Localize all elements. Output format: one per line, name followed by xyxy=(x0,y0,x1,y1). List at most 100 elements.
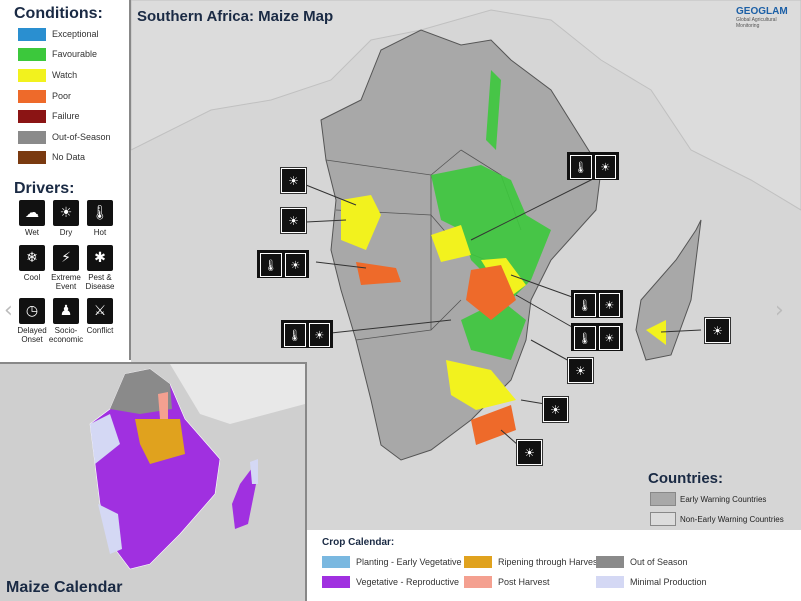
dry-icon[interactable]: ☀ xyxy=(281,168,306,193)
dry-icon: ☀ xyxy=(598,293,620,317)
driver-socio-economic: ♟ Socio-economic xyxy=(46,298,86,344)
condition-label: Watch xyxy=(52,70,78,80)
out-of-season-swatch xyxy=(596,556,624,568)
inset-non-ew-land xyxy=(0,364,305,424)
countries-legend: Countries: Early Warning Countries Non-E… xyxy=(645,470,801,530)
poor-area xyxy=(356,262,401,285)
favourable-area xyxy=(461,300,526,360)
driver-hot: 🌡 Hot xyxy=(80,200,120,237)
clock-icon: ◷ xyxy=(19,298,45,324)
logo-subtext: Global Agricultural Monitoring xyxy=(736,17,777,29)
ripening-region xyxy=(135,419,185,464)
condition-label: No Data xyxy=(52,152,86,162)
crop-out-of-season: Out of Season xyxy=(596,556,688,568)
map-canvas xyxy=(131,0,801,461)
crop-vegetative: Vegetative - Reproductive xyxy=(322,576,459,588)
people-icon: ♟ xyxy=(53,298,79,324)
early-warning-row: Early Warning Countries xyxy=(650,492,766,506)
watch-area xyxy=(446,360,516,410)
dry-icon[interactable]: ☀ xyxy=(517,440,542,465)
driver-delayed-onset: ◷ Delayed Onset xyxy=(12,298,52,344)
poor-swatch xyxy=(18,89,46,103)
dry-icon: ☀ xyxy=(598,326,620,350)
conflict-icon: ⚔ xyxy=(87,298,113,324)
watch-area xyxy=(341,195,381,250)
condition-favourable: Favourable xyxy=(18,47,97,61)
crop-calendar-title: Crop Calendar: xyxy=(322,537,395,548)
countries-label: Non-Early Warning Countries xyxy=(680,514,784,524)
dry-ground-icon: ☀ xyxy=(53,200,79,226)
geoglam-logo: GEOGLAM Global Agricultural Monitoring xyxy=(736,6,796,30)
minimal-production-region xyxy=(90,414,120,464)
hot-dry-badge[interactable]: 🌡 ☀ xyxy=(567,152,619,180)
watch-swatch xyxy=(18,68,46,82)
early-warning-swatch xyxy=(650,492,676,506)
hot-dry-badge[interactable]: 🌡 ☀ xyxy=(281,320,333,348)
minimal-production-swatch xyxy=(596,576,624,588)
thermometer-icon: 🌡 xyxy=(574,293,596,317)
ripening-swatch xyxy=(464,556,492,568)
condition-failure: Failure xyxy=(18,109,80,123)
crop-planting: Planting - Early Vegetative xyxy=(322,556,462,568)
map-title: Southern Africa: Maize Map xyxy=(137,8,334,25)
non-early-warning-row: Non-Early Warning Countries xyxy=(650,512,784,526)
rain-cloud-icon: ☁ xyxy=(19,200,45,226)
condition-label: Poor xyxy=(52,91,72,101)
dry-icon[interactable]: ☀ xyxy=(281,208,306,233)
planting-swatch xyxy=(322,556,350,568)
driver-cool: ❄ Cool xyxy=(12,245,52,282)
crop-label: Planting - Early Vegetative xyxy=(356,557,462,567)
non-ew-land xyxy=(131,0,801,211)
non-early-warning-swatch xyxy=(650,512,676,526)
pest-icon: ✱ xyxy=(87,245,113,271)
crop-ripening: Ripening through Harvest xyxy=(464,556,600,568)
countries-title: Countries: xyxy=(648,470,723,487)
driver-label: Pest & Disease xyxy=(85,273,115,291)
next-arrow-icon[interactable]: › xyxy=(775,298,784,323)
crop-post-harvest: Post Harvest xyxy=(464,576,550,588)
dry-icon: ☀ xyxy=(594,155,616,179)
dry-icon[interactable]: ☀ xyxy=(568,358,593,383)
crop-label: Post Harvest xyxy=(498,577,550,587)
dry-icon[interactable]: ☀ xyxy=(543,397,568,422)
prev-arrow-icon[interactable]: ‹ xyxy=(4,298,13,323)
driver-label: Socio-economic xyxy=(48,326,84,344)
condition-label: Favourable xyxy=(52,49,98,59)
favourable-area xyxy=(486,70,501,150)
post-harvest-region xyxy=(158,392,168,419)
thermometer-icon: 🌡 xyxy=(87,200,113,226)
countries-label: Early Warning Countries xyxy=(680,494,767,504)
driver-label: Extreme Event xyxy=(51,273,81,291)
driver-label: Cool xyxy=(23,273,41,282)
poor-area xyxy=(471,405,516,445)
dry-icon: ☀ xyxy=(308,323,330,347)
extreme-event-icon: ⚡ xyxy=(53,245,79,271)
minimal-production-region xyxy=(98,504,122,554)
crop-calendar-legend: Crop Calendar: Planting - Early Vegetati… xyxy=(308,531,801,601)
exceptional-swatch xyxy=(18,27,46,41)
maize-calendar-title: Maize Calendar xyxy=(6,579,123,596)
driver-label: Hot xyxy=(93,228,107,237)
driver-pest-disease: ✱ Pest & Disease xyxy=(80,245,120,291)
favourable-area xyxy=(431,165,551,300)
legend-panel: Conditions: Exceptional Favourable Watch… xyxy=(0,0,131,360)
favourable-swatch xyxy=(18,47,46,61)
hot-dry-badge[interactable]: 🌡 ☀ xyxy=(257,250,309,278)
watch-area xyxy=(646,320,666,345)
driver-wet: ☁ Wet xyxy=(12,200,52,237)
driver-label: Delayed Onset xyxy=(17,326,47,344)
post-harvest-swatch xyxy=(464,576,492,588)
maize-map[interactable]: Southern Africa: Maize Map GEOGLAM Globa… xyxy=(131,0,801,530)
driver-extreme-event: ⚡ Extreme Event xyxy=(46,245,86,291)
dry-icon[interactable]: ☀ xyxy=(705,318,730,343)
hot-dry-badge[interactable]: 🌡 ☀ xyxy=(571,290,623,318)
drivers-title: Drivers: xyxy=(14,180,75,197)
hot-dry-badge[interactable]: 🌡 ☀ xyxy=(571,323,623,351)
condition-exceptional: Exceptional xyxy=(18,27,99,41)
condition-no-data: No Data xyxy=(18,150,85,164)
dry-icon: ☀ xyxy=(284,253,306,277)
thermometer-icon: 🌡 xyxy=(260,253,282,277)
conditions-title: Conditions: xyxy=(14,5,103,22)
vegetative-swatch xyxy=(322,576,350,588)
snowflake-icon: ❄ xyxy=(19,245,45,271)
